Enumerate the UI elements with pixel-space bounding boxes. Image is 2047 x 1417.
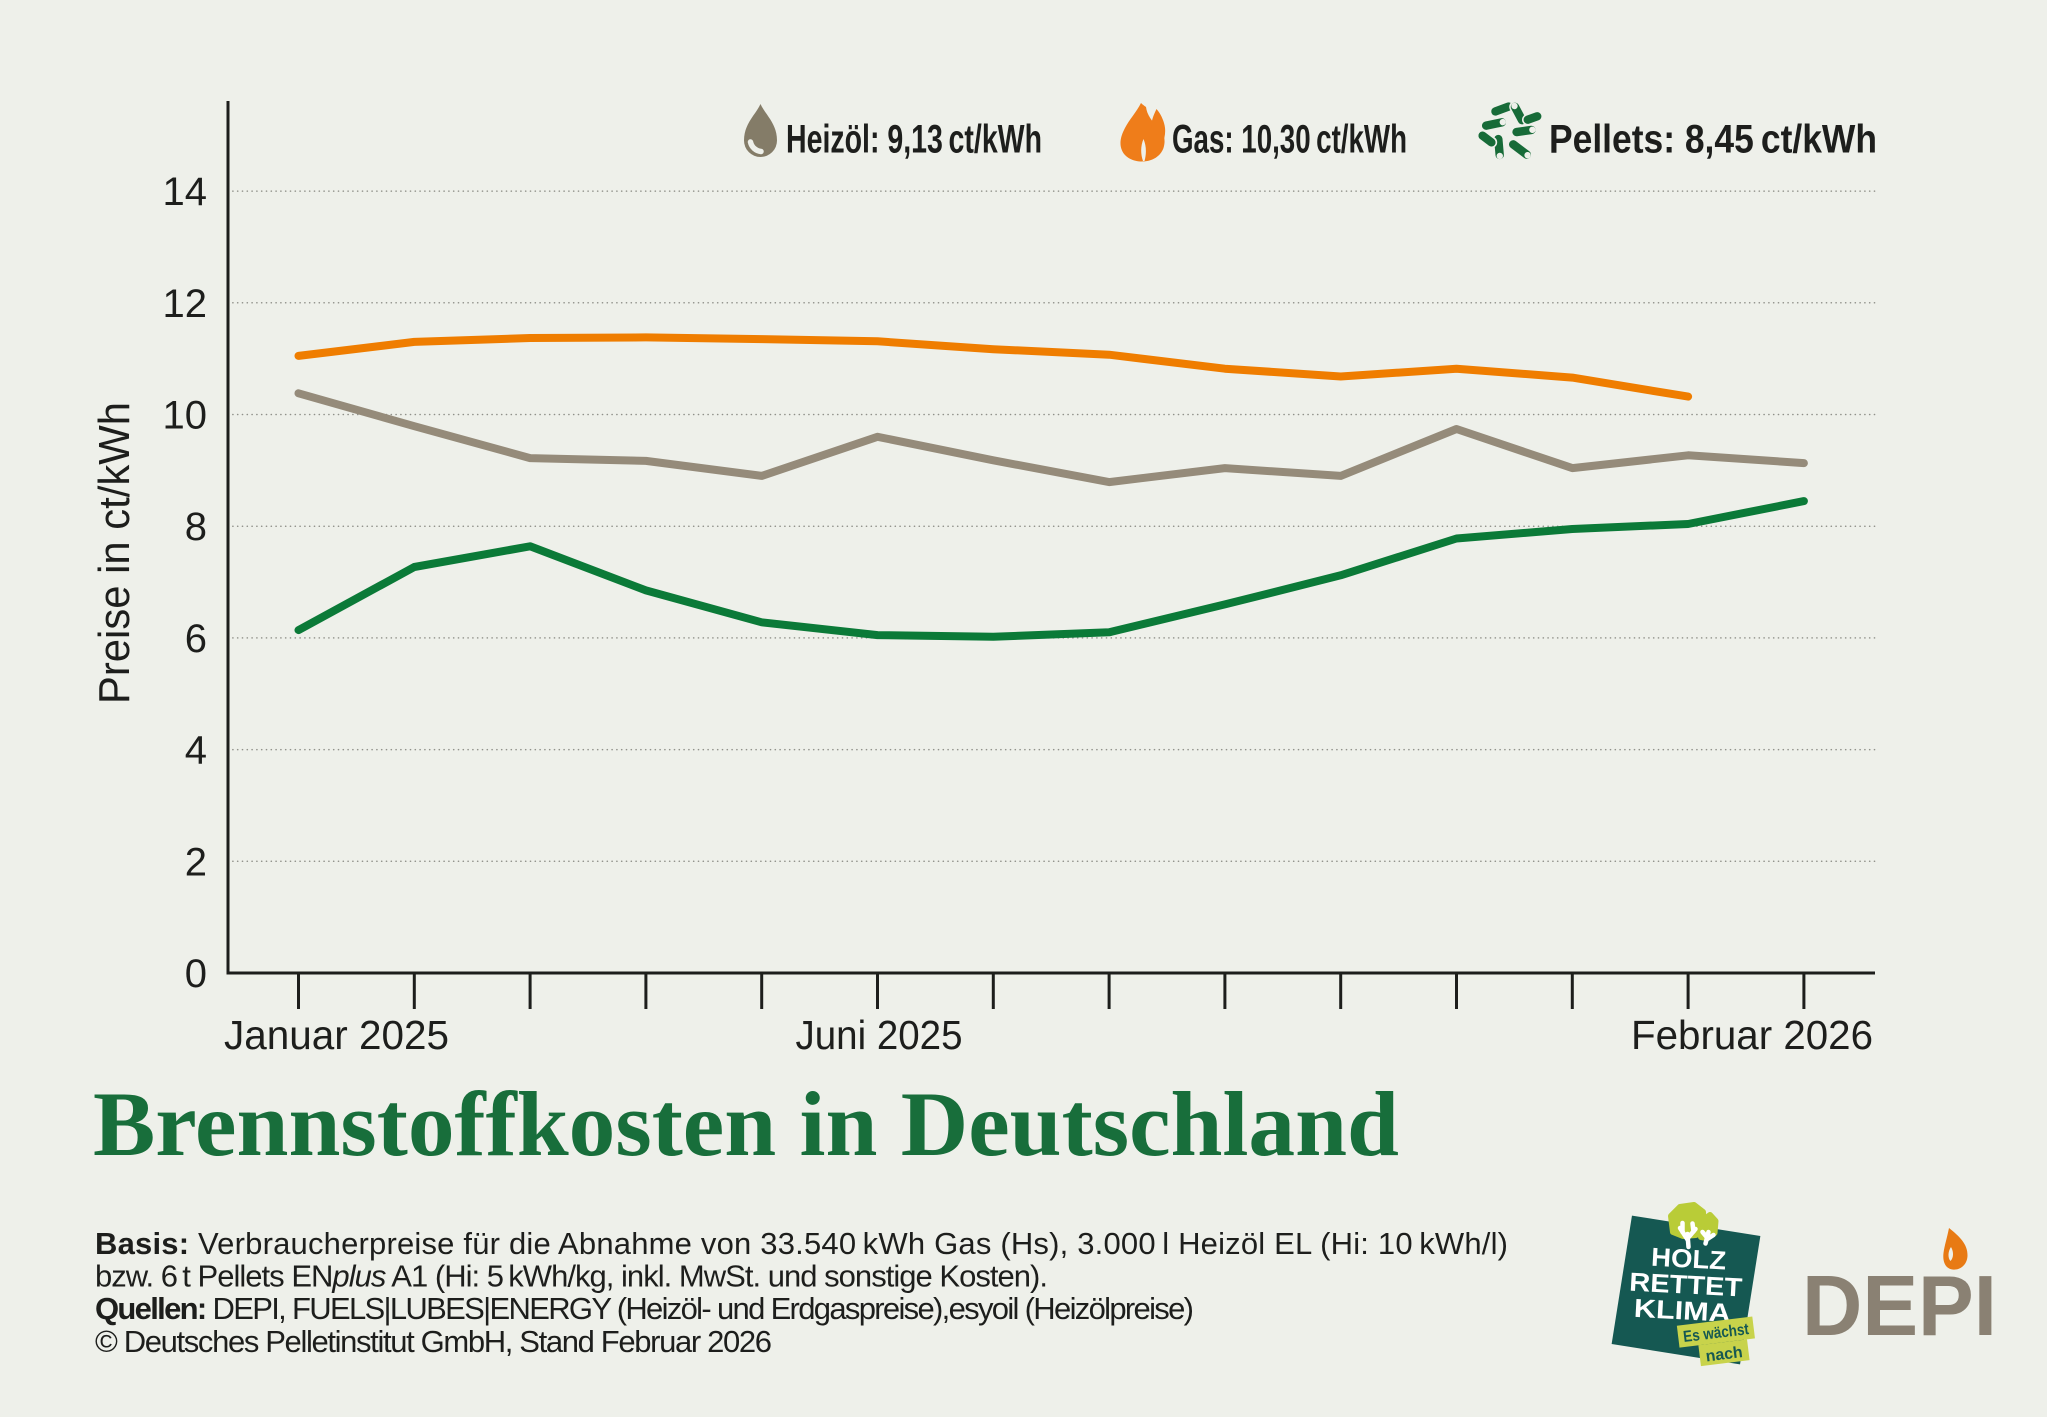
svg-text:HOLZ: HOLZ: [1650, 1242, 1727, 1276]
svg-text:14: 14: [163, 170, 208, 214]
svg-text:Heizöl: 9,13 ct/kWh: Heizöl: 9,13 ct/kWh: [786, 118, 1042, 162]
svg-text:0: 0: [185, 952, 207, 996]
svg-text:nach: nach: [1705, 1344, 1744, 1365]
svg-text:bzw. 6 t Pellets ENplus A1 (Hi: bzw. 6 t Pellets ENplus A1 (Hi: 5 kWh/kg…: [95, 1259, 1048, 1294]
svg-text:8: 8: [185, 505, 207, 549]
svg-text:© Deutsches Pelletinstitut Gmb: © Deutsches Pelletinstitut GmbH, Stand F…: [95, 1324, 772, 1359]
svg-text:Januar 2025: Januar 2025: [224, 1012, 449, 1058]
svg-text:12: 12: [163, 282, 208, 326]
svg-text:Gas: 10,30 ct/kWh: Gas: 10,30 ct/kWh: [1172, 118, 1407, 162]
svg-text:10: 10: [163, 394, 208, 438]
svg-text:Brennstoffkosten in Deutschlan: Brennstoffkosten in Deutschland: [93, 1073, 1399, 1175]
svg-text:RETTET: RETTET: [1629, 1267, 1744, 1303]
svg-text:DEPI: DEPI: [1802, 1259, 1997, 1354]
svg-text:Basis: Verbraucherpreise für d: Basis: Verbraucherpreise für die Abnahme…: [95, 1226, 1508, 1261]
svg-text:6: 6: [185, 617, 207, 661]
svg-text:Preise in ct/kWh: Preise in ct/kWh: [90, 402, 139, 704]
svg-text:Juni 2025: Juni 2025: [796, 1012, 963, 1058]
svg-text:Pellets: 8,45 ct/kWh: Pellets: 8,45 ct/kWh: [1549, 118, 1877, 162]
svg-text:4: 4: [185, 729, 207, 773]
svg-text:2: 2: [185, 840, 207, 884]
svg-text:Quellen: DEPI, FUELS|LUBES|ENE: Quellen: DEPI, FUELS|LUBES|ENERGY (Heizö…: [95, 1291, 1194, 1326]
svg-text:Februar 2026: Februar 2026: [1631, 1012, 1873, 1058]
